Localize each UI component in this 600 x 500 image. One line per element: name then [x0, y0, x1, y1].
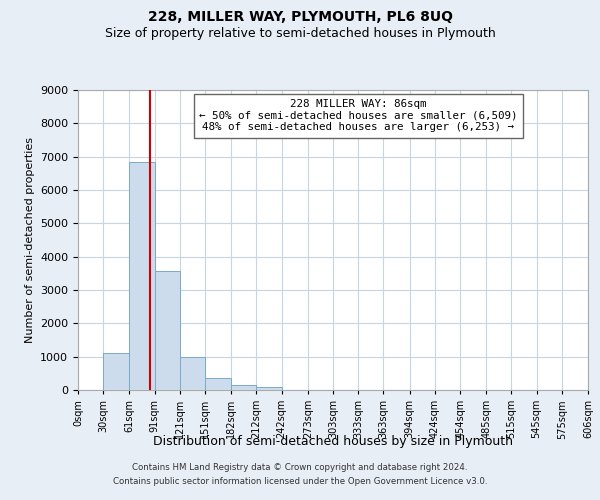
Bar [155, 272, 180, 390]
Text: Contains HM Land Registry data © Crown copyright and database right 2024.: Contains HM Land Registry data © Crown c… [132, 464, 468, 472]
Y-axis label: Number of semi-detached properties: Number of semi-detached properties [25, 137, 35, 343]
Bar [103, 354, 130, 390]
Text: Size of property relative to semi-detached houses in Plymouth: Size of property relative to semi-detach… [104, 28, 496, 40]
Bar [205, 378, 231, 390]
Bar [256, 386, 281, 390]
Text: Distribution of semi-detached houses by size in Plymouth: Distribution of semi-detached houses by … [153, 435, 513, 448]
Text: Contains public sector information licensed under the Open Government Licence v3: Contains public sector information licen… [113, 477, 487, 486]
Bar [130, 162, 155, 390]
Text: 228, MILLER WAY, PLYMOUTH, PL6 8UQ: 228, MILLER WAY, PLYMOUTH, PL6 8UQ [148, 10, 452, 24]
Bar [231, 385, 256, 390]
Bar [180, 358, 205, 390]
Text: 228 MILLER WAY: 86sqm
← 50% of semi-detached houses are smaller (6,509)
48% of s: 228 MILLER WAY: 86sqm ← 50% of semi-deta… [199, 99, 518, 132]
